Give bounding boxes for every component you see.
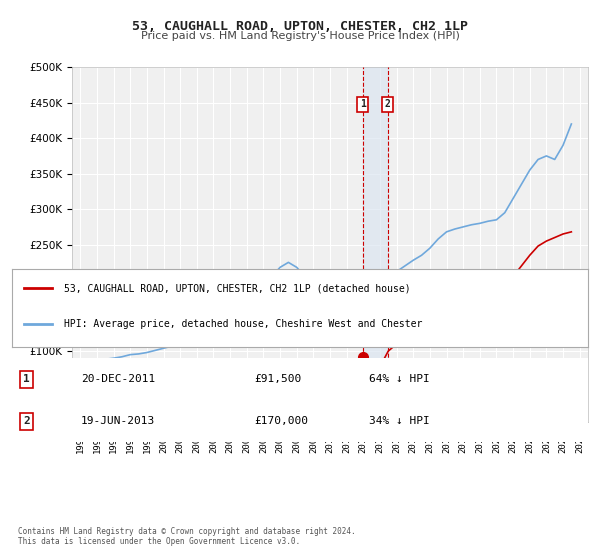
Text: 19-JUN-2013: 19-JUN-2013 — [81, 417, 155, 426]
Bar — [362, 67, 388, 422]
Text: 2: 2 — [23, 417, 30, 426]
Text: 1: 1 — [359, 100, 365, 109]
Text: 53, CAUGHALL ROAD, UPTON, CHESTER, CH2 1LP (detached house): 53, CAUGHALL ROAD, UPTON, CHESTER, CH2 1… — [64, 283, 410, 293]
Text: 64% ↓ HPI: 64% ↓ HPI — [369, 375, 430, 384]
Text: 1: 1 — [23, 375, 30, 384]
Text: £91,500: £91,500 — [254, 375, 301, 384]
Text: Contains HM Land Registry data © Crown copyright and database right 2024.
This d: Contains HM Land Registry data © Crown c… — [18, 526, 356, 546]
Text: HPI: Average price, detached house, Cheshire West and Chester: HPI: Average price, detached house, Ches… — [64, 319, 422, 329]
Text: 34% ↓ HPI: 34% ↓ HPI — [369, 417, 430, 426]
Text: 20-DEC-2011: 20-DEC-2011 — [81, 375, 155, 384]
Text: 53, CAUGHALL ROAD, UPTON, CHESTER, CH2 1LP: 53, CAUGHALL ROAD, UPTON, CHESTER, CH2 1… — [132, 20, 468, 32]
Text: £170,000: £170,000 — [254, 417, 308, 426]
Text: 2: 2 — [385, 100, 391, 109]
Text: Price paid vs. HM Land Registry's House Price Index (HPI): Price paid vs. HM Land Registry's House … — [140, 31, 460, 41]
